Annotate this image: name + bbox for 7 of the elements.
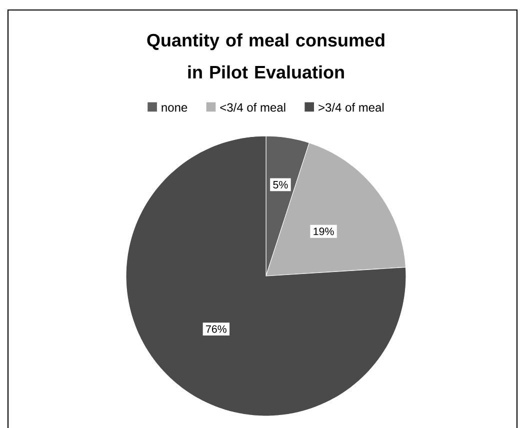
data-label: 76%: [206, 325, 226, 333]
legend-label: none: [162, 105, 188, 112]
data-label: 5%: [273, 180, 288, 188]
legend-label: <3/4 of meal: [220, 102, 286, 112]
legend-label: >3/4 of meal: [318, 102, 384, 112]
data-label: 19%: [314, 228, 334, 236]
chart-title: Quantity of meal consumed in Pilot Evaluation: [147, 33, 384, 79]
